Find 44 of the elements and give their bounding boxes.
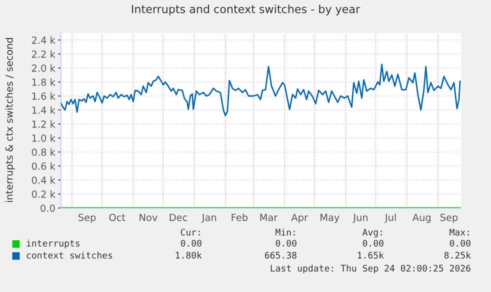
chart-title: Interrupts and context switches - by year: [132, 4, 360, 16]
text: 1.65k: [358, 252, 384, 259]
y-tick-label: 1.2 k: [32, 120, 56, 128]
x-tick-label: Sep: [78, 214, 96, 223]
x-tick-label: Jul: [384, 214, 396, 223]
text: 0.00: [362, 240, 384, 247]
text: 8.25k: [444, 252, 471, 259]
y-tick-label: 2.2 k: [32, 50, 56, 58]
x-tick-label: Dec: [170, 214, 188, 222]
x-tick-label: Apr: [291, 214, 308, 223]
x-tick-label: Mar: [260, 214, 278, 222]
x-tick-label: Sep: [440, 214, 458, 223]
y-tick-label: 0.0: [40, 204, 55, 212]
legend-label: interrupts: [26, 240, 80, 248]
text: 1.80k: [176, 252, 202, 259]
text: 0.00: [180, 240, 202, 247]
text: 0.00: [450, 240, 470, 247]
legend-label: context switches: [26, 252, 112, 259]
x-tick-label: Jun: [352, 214, 368, 223]
text: Min:: [276, 228, 295, 236]
y-tick-label: 2.0 k: [32, 64, 56, 72]
x-tick-label: May: [320, 214, 340, 223]
y-tick-label: 2.4 k: [32, 36, 56, 44]
text: Last update: Thu Sep 24 02:00:25 2026: [270, 264, 470, 274]
x-tick-label: Jan: [201, 214, 216, 223]
y-tick-label: 1.8 k: [32, 78, 56, 86]
text: Avg:: [362, 228, 382, 238]
y-tick-label: 1.6 k: [32, 92, 56, 100]
y-tick-label: 1.4 k: [32, 106, 56, 114]
text: Cur:: [180, 228, 200, 236]
x-tick-label: Nov: [140, 214, 158, 222]
line-series: [61, 64, 461, 116]
text: 665.38: [264, 252, 296, 259]
x-tick-label: Feb: [232, 214, 248, 222]
x-tick-label: Aug: [412, 214, 431, 223]
x-tick-label: Oct: [109, 214, 126, 222]
text: Max:: [450, 228, 469, 236]
y-tick-label: 0.8 k: [32, 148, 56, 156]
y-axis-title: interrupts & ctx switches / second: [5, 38, 15, 202]
y-tick-label: 0.4 k: [32, 176, 56, 184]
text: 0.00: [276, 240, 296, 247]
y-tick-label: 0.6 k: [32, 162, 56, 170]
y-tick-label: 1.0 k: [32, 134, 56, 142]
y-tick-label: 0.2 k: [32, 190, 56, 198]
